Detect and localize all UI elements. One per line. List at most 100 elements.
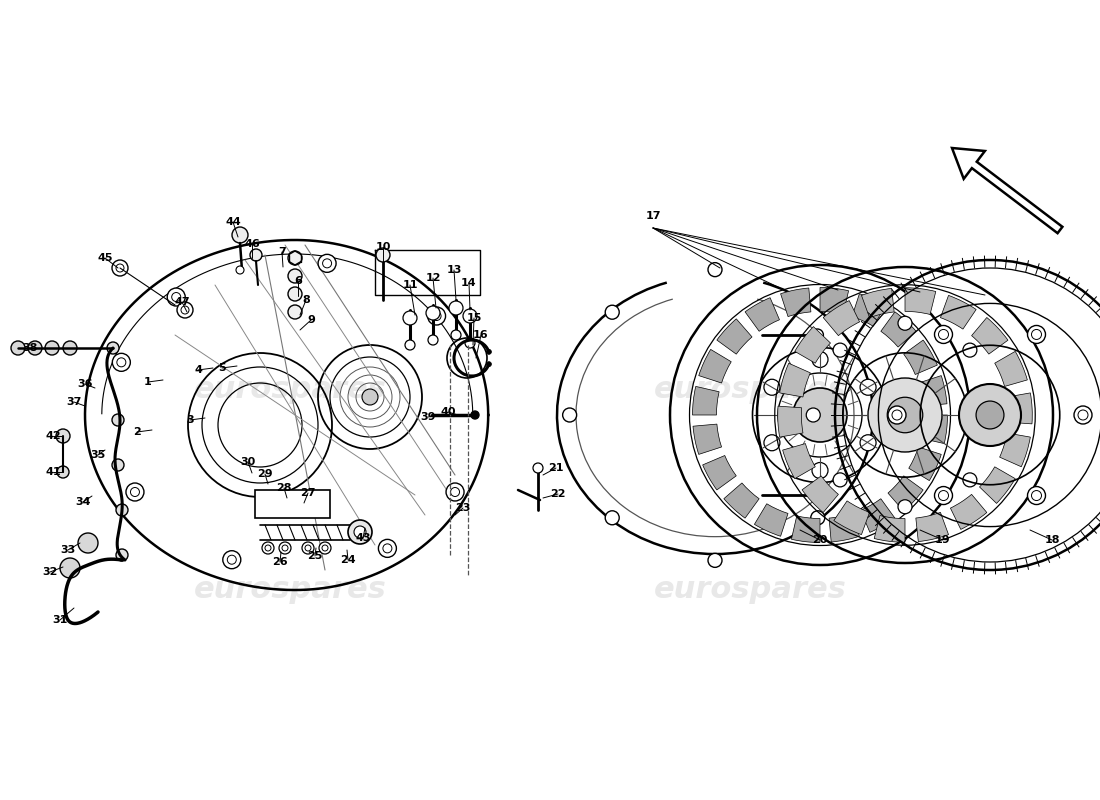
Wedge shape	[904, 340, 937, 374]
Wedge shape	[795, 326, 830, 363]
Circle shape	[265, 545, 271, 551]
Text: 37: 37	[66, 397, 81, 407]
Circle shape	[1027, 326, 1045, 343]
Text: 40: 40	[440, 407, 455, 417]
Circle shape	[811, 510, 825, 525]
Text: eurospares: eurospares	[194, 375, 386, 405]
Text: 13: 13	[447, 265, 462, 275]
Text: 16: 16	[473, 330, 488, 340]
Text: 3: 3	[186, 415, 194, 425]
Circle shape	[232, 227, 248, 243]
Circle shape	[236, 266, 244, 274]
Circle shape	[833, 473, 847, 487]
Circle shape	[962, 473, 977, 487]
Circle shape	[763, 434, 780, 450]
Circle shape	[117, 358, 125, 367]
Circle shape	[990, 408, 1004, 422]
Circle shape	[250, 249, 262, 261]
Text: 20: 20	[812, 535, 827, 545]
Circle shape	[935, 326, 953, 343]
Circle shape	[112, 354, 130, 371]
Circle shape	[177, 302, 192, 318]
Wedge shape	[802, 476, 838, 513]
Circle shape	[167, 288, 185, 306]
Text: 25: 25	[307, 551, 322, 561]
Circle shape	[888, 406, 906, 424]
Wedge shape	[940, 295, 976, 329]
Text: 21: 21	[548, 463, 563, 473]
Circle shape	[938, 330, 948, 339]
Circle shape	[812, 489, 824, 501]
Text: 5: 5	[218, 363, 226, 373]
Text: 35: 35	[90, 450, 106, 460]
Circle shape	[262, 542, 274, 554]
Circle shape	[282, 545, 288, 551]
Circle shape	[1078, 410, 1088, 420]
Circle shape	[126, 483, 144, 501]
Circle shape	[605, 510, 619, 525]
Wedge shape	[834, 501, 870, 534]
Text: 18: 18	[1044, 535, 1059, 545]
Text: 45: 45	[97, 253, 112, 263]
Circle shape	[806, 408, 821, 422]
Circle shape	[562, 408, 576, 422]
Circle shape	[60, 558, 80, 578]
Circle shape	[172, 293, 180, 302]
Text: 12: 12	[426, 273, 441, 283]
Wedge shape	[971, 318, 1008, 354]
Text: 42: 42	[45, 431, 60, 441]
Wedge shape	[829, 514, 859, 542]
Circle shape	[112, 459, 124, 471]
Circle shape	[708, 262, 722, 277]
Text: eurospares: eurospares	[194, 575, 386, 605]
Text: 38: 38	[22, 343, 37, 353]
Text: 2: 2	[133, 427, 141, 437]
Circle shape	[288, 287, 302, 301]
Circle shape	[446, 483, 464, 501]
Circle shape	[112, 260, 128, 276]
Circle shape	[976, 401, 1004, 429]
Text: 27: 27	[300, 488, 316, 498]
Circle shape	[57, 466, 69, 478]
Text: 11: 11	[403, 280, 418, 290]
Circle shape	[362, 389, 378, 405]
Circle shape	[403, 311, 417, 325]
Wedge shape	[994, 351, 1027, 386]
Circle shape	[288, 305, 302, 319]
Circle shape	[426, 306, 440, 320]
Text: 39: 39	[420, 412, 436, 422]
Text: 32: 32	[42, 567, 57, 577]
Wedge shape	[698, 350, 732, 383]
Text: 29: 29	[257, 469, 273, 479]
Text: 34: 34	[75, 497, 90, 507]
Wedge shape	[693, 424, 722, 454]
Circle shape	[938, 490, 948, 501]
Wedge shape	[755, 504, 788, 536]
Circle shape	[534, 463, 543, 473]
Text: 36: 36	[77, 379, 92, 389]
Text: 6: 6	[294, 276, 301, 286]
Circle shape	[451, 330, 461, 340]
Circle shape	[1032, 490, 1042, 501]
Circle shape	[605, 306, 619, 319]
Text: eurospares: eurospares	[653, 575, 846, 605]
Wedge shape	[979, 467, 1015, 503]
Wedge shape	[918, 376, 947, 406]
Text: eurospares: eurospares	[653, 375, 846, 405]
FancyArrow shape	[952, 148, 1063, 233]
Circle shape	[288, 251, 302, 265]
Circle shape	[302, 542, 313, 554]
Circle shape	[116, 504, 128, 516]
Circle shape	[376, 248, 390, 262]
Text: 7: 7	[278, 247, 286, 257]
Circle shape	[45, 341, 59, 355]
Text: 23: 23	[455, 503, 471, 513]
Wedge shape	[921, 415, 947, 443]
Circle shape	[860, 434, 876, 450]
Circle shape	[465, 338, 475, 348]
Circle shape	[898, 316, 912, 330]
Wedge shape	[909, 447, 942, 481]
Text: 9: 9	[307, 315, 315, 325]
Wedge shape	[717, 319, 752, 354]
Circle shape	[763, 379, 780, 395]
